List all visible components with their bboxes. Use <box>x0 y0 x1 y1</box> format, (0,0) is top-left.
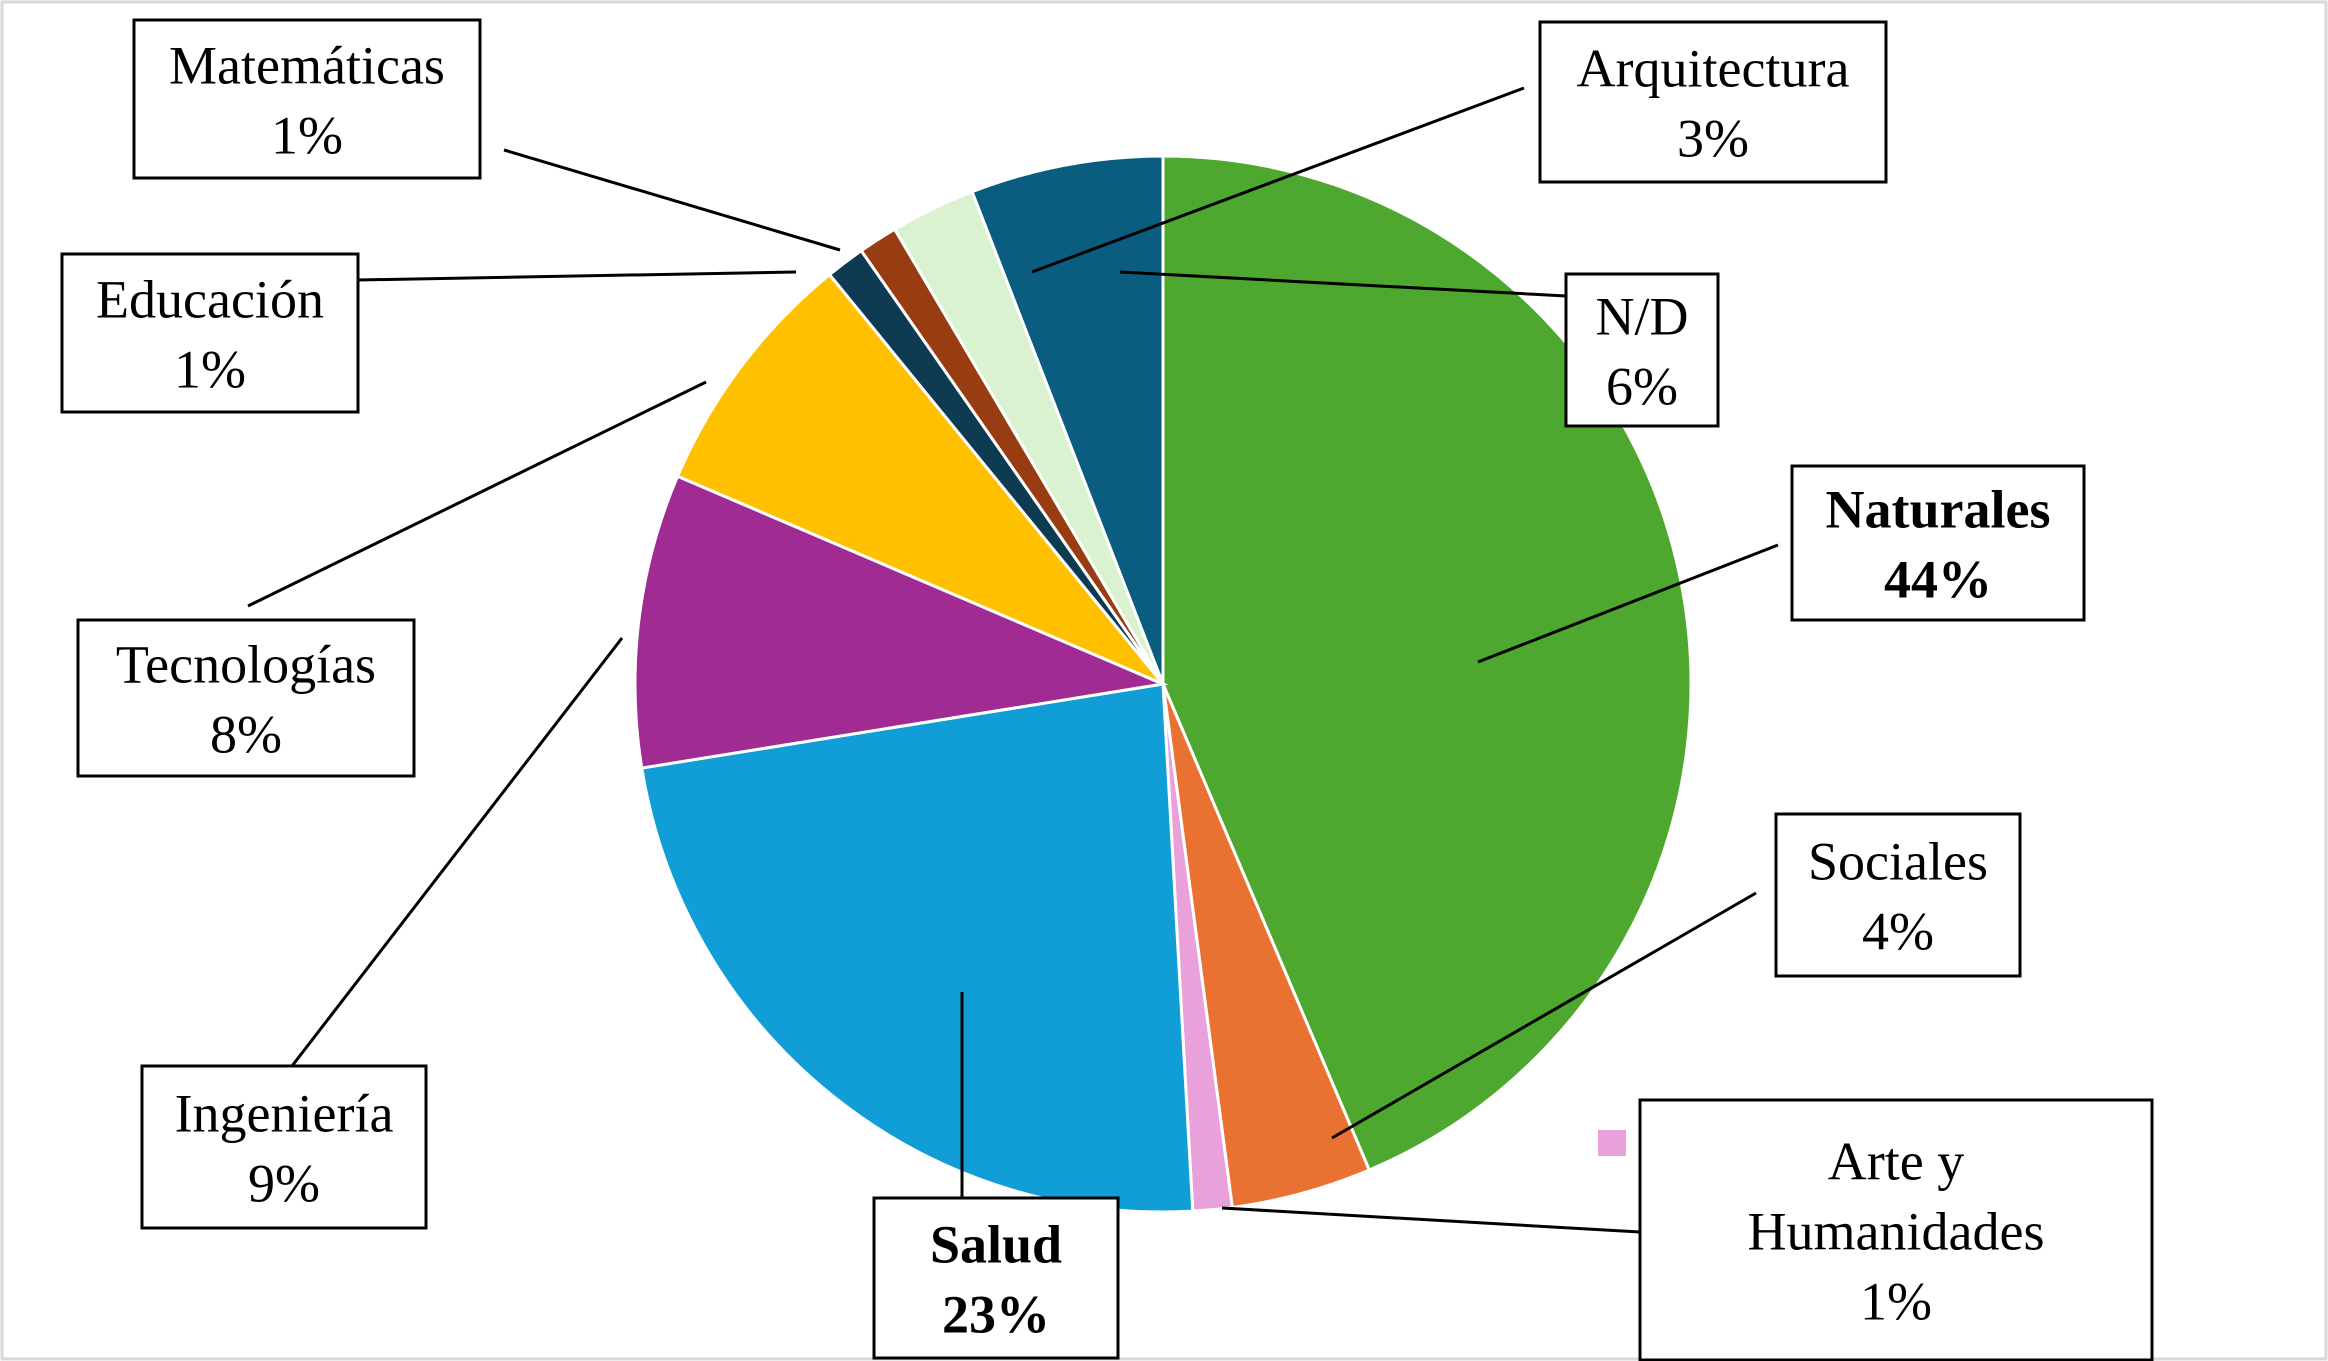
data-label-ingenieria: Ingeniería 9% <box>140 1064 428 1230</box>
leaders-layer <box>247 86 1779 1234</box>
data-label-box <box>76 618 416 778</box>
data-label-box <box>1790 464 2086 622</box>
data-label-box <box>1638 1098 2154 1361</box>
data-label-percent: 1% <box>1860 1272 1932 1332</box>
data-label-sociales: Sociales 4% <box>1774 812 2022 978</box>
data-label-percent: 9% <box>248 1154 320 1214</box>
leader-line-naturales <box>1477 543 1779 664</box>
data-label-box <box>1774 812 2022 978</box>
leader-line-tecnologias <box>247 380 707 608</box>
leader-line-educacion <box>357 270 797 282</box>
leader-line-matematicas <box>503 148 841 252</box>
data-label-box <box>1538 20 1888 184</box>
leader-line-ingenieria <box>290 637 624 1067</box>
data-label-box <box>132 18 482 180</box>
data-label-tecnologias: Tecnologías 8% <box>76 618 416 778</box>
data-label-matematicas: Matemáticas 1% <box>132 18 482 180</box>
data-label-category: Salud <box>930 1215 1062 1275</box>
data-label-percent: 4% <box>1862 902 1934 962</box>
data-label-category: Humanidades <box>1748 1202 2045 1262</box>
pie-slice-n-d <box>970 154 1165 685</box>
data-label-category: N/D <box>1596 287 1689 347</box>
data-label-box <box>1564 272 1720 428</box>
leader-line-sociales <box>1331 891 1757 1140</box>
data-label-percent: 1% <box>271 106 343 166</box>
data-label-naturales: Naturales 44% <box>1790 464 2086 622</box>
data-label-category: Sociales <box>1808 832 1988 892</box>
leader-line-arquitectura <box>1031 86 1525 274</box>
data-label-box <box>140 1064 428 1230</box>
data-label-percent: 44% <box>1884 550 1992 610</box>
slices-layer <box>633 154 1693 1214</box>
legend-swatch-arte <box>1598 1130 1626 1156</box>
data-label-category: Educación <box>96 270 324 330</box>
data-label-arquitectura: Arquitectura 3% <box>1538 20 1888 184</box>
data-label-percent: 8% <box>210 705 282 765</box>
data-label-category: Ingeniería <box>175 1084 394 1144</box>
data-label-category: Arte y <box>1828 1132 1964 1192</box>
data-label-category: Arquitectura <box>1577 39 1850 99</box>
data-label-category: Tecnologías <box>116 635 376 695</box>
data-label-educacion: Educación 1% <box>60 252 360 414</box>
pie-slice-ingenieria <box>633 474 1169 770</box>
pie-slice-tecnologias <box>675 272 1165 686</box>
data-label-category: Naturales <box>1826 480 2051 540</box>
data-label-percent: 6% <box>1606 357 1678 417</box>
pie-slice-naturales <box>1161 154 1693 1173</box>
data-label-salud: Salud 23% <box>872 1196 1120 1360</box>
data-label-arte-y-humanidades: Arte y Humanidades 1% <box>1638 1098 2154 1361</box>
data-label-n-d: N/D 6% <box>1564 272 1720 428</box>
data-label-category: Matemáticas <box>169 36 445 96</box>
leader-line-arte-y-humanidades <box>1221 1206 1641 1234</box>
data-label-box <box>872 1196 1120 1360</box>
labels-layer: Naturales 44% Sociales 4% Arte y Humanidades 1… <box>60 18 2154 1361</box>
data-label-box <box>60 252 360 414</box>
leader-line-n-d <box>1119 270 1567 298</box>
data-label-percent: 23% <box>942 1285 1050 1345</box>
pie-slice-salud <box>640 682 1195 1214</box>
data-label-percent: 3% <box>1677 109 1749 169</box>
data-label-percent: 1% <box>174 340 246 400</box>
